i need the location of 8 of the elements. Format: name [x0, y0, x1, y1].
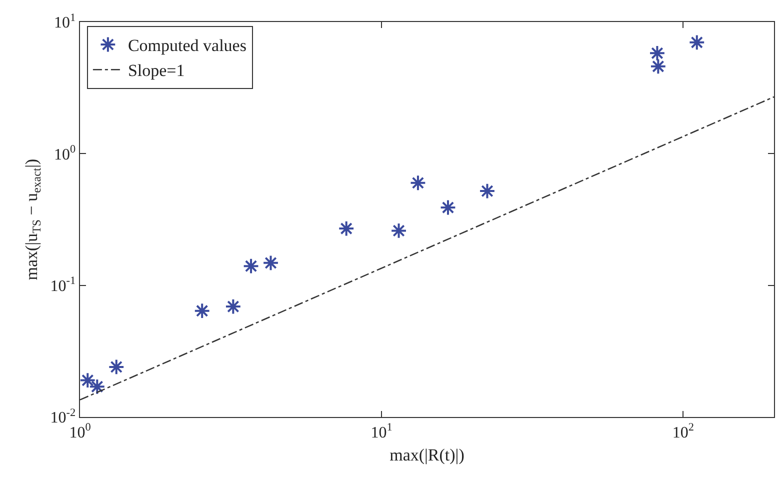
x-tick-label: 10$^{2}$ [672, 422, 694, 442]
x-tick-label: 10$^{1}$ [370, 422, 392, 442]
y-tick-label: 10$^{-1}$ [50, 275, 76, 295]
legend-label: Computed values [128, 36, 246, 56]
legend-label: Slope=1 [128, 61, 185, 80]
x-axis-title: max(|R(t)|) [390, 446, 464, 465]
y-tick-label: 10$^{0}$ [54, 144, 76, 164]
y-tick-label: 10$^{1}$ [54, 12, 76, 32]
